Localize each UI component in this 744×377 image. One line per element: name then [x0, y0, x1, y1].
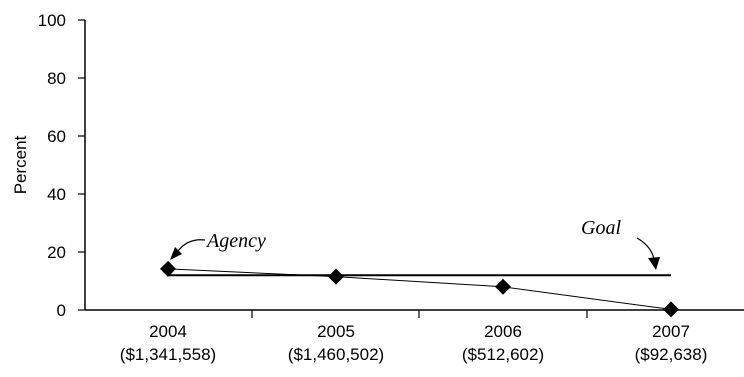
agency-series-line	[167, 268, 672, 310]
agency-data-point	[160, 260, 176, 277]
y-tick-label: 40	[47, 185, 66, 204]
x-category-label: 2005	[317, 322, 355, 341]
y-tick-label: 0	[57, 301, 66, 320]
y-ticks: 0 20 40 60 80 100	[38, 11, 85, 320]
y-tick-label: 60	[47, 127, 66, 146]
goal-annotation: Goal	[581, 217, 621, 239]
agency-arrow-head	[170, 247, 182, 260]
y-tick-label: 100	[38, 11, 66, 30]
agency-annotation: Agency	[205, 230, 266, 252]
agency-data-point	[663, 301, 679, 318]
x-category-sublabel: ($1,341,558)	[120, 345, 216, 364]
x-category-label: 2006	[484, 322, 522, 341]
x-category-sublabel: ($1,460,502)	[288, 345, 384, 364]
agency-data-point	[328, 268, 344, 285]
x-category-sublabel: ($92,638)	[635, 345, 708, 364]
goal-arrow	[636, 237, 655, 260]
x-category-label: 2007	[652, 322, 690, 341]
x-category-sublabel: ($512,602)	[462, 345, 544, 364]
goal-arrow-head	[648, 257, 660, 270]
y-tick-label: 20	[47, 243, 66, 262]
x-ticks: 2004 ($1,341,558) 2005 ($1,460,502) 2006 ($51…	[120, 310, 708, 364]
y-tick-label: 80	[47, 69, 66, 88]
x-category-label: 2004	[149, 322, 187, 341]
y-axis-title: Percent	[11, 135, 30, 194]
series-layer	[160, 260, 679, 318]
agency-arrow	[177, 239, 206, 252]
agency-data-point	[495, 278, 511, 295]
